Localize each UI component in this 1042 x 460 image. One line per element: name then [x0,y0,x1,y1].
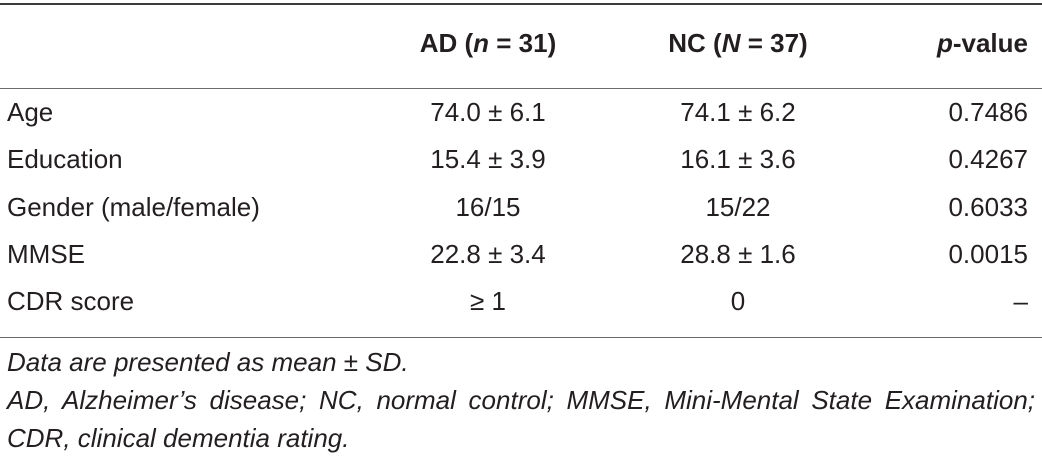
row-label: Education [7,144,123,174]
row-p-value: 0.4267 [948,144,1028,174]
footnote-data-format: Data are presented as mean ± SD. [7,347,409,377]
table-row: Gender (male/female) 16/15 15/22 0.6033 [0,184,1042,230]
row-ad-value: 74.0 ± 6.1 [430,97,546,127]
row-label: MMSE [7,239,85,269]
row-label: Age [7,97,54,127]
row-nc-value: 15/22 [705,192,771,222]
row-p-value: 0.7486 [948,97,1028,127]
row-nc-value: 28.8 ± 1.6 [680,239,796,269]
table-bottom-rule [0,337,1042,338]
row-ad-value: 15.4 ± 3.9 [430,144,546,174]
row-nc-value: 74.1 ± 6.2 [680,97,796,127]
row-p-value: 0.0015 [948,239,1028,269]
header-p-value: p-value [936,28,1028,58]
table-row: Education 15.4 ± 3.9 16.1 ± 3.6 0.4267 [0,136,1042,182]
table-header-rule [0,88,1042,89]
table-row: CDR score ≥ 1 0 – [0,278,1042,324]
header-ad: AD (n = 31) [419,28,557,58]
table-header-row: AD (n = 31) NC (N = 37) p-value [0,20,1042,66]
row-p-value: 0.6033 [948,192,1028,222]
row-nc-value: 16.1 ± 3.6 [680,144,796,174]
row-p-value: – [1013,286,1028,316]
table-top-rule [0,3,1042,5]
header-nc: NC (N = 37) [668,28,808,58]
row-nc-value: 0 [730,286,746,316]
footnote-abbreviations: AD, Alzheimer’s disease; NC, normal cont… [7,385,1035,453]
row-label: Gender (male/female) [7,192,260,222]
row-ad-value: 22.8 ± 3.4 [430,239,546,269]
table-footnotes: Data are presented as mean ± SD. AD, Alz… [7,343,1035,457]
row-label: CDR score [7,286,135,316]
row-ad-value: 16/15 [455,192,521,222]
table-row: Age 74.0 ± 6.1 74.1 ± 6.2 0.7486 [0,89,1042,135]
row-ad-value: ≥ 1 [470,286,506,316]
table-row: MMSE 22.8 ± 3.4 28.8 ± 1.6 0.0015 [0,231,1042,277]
